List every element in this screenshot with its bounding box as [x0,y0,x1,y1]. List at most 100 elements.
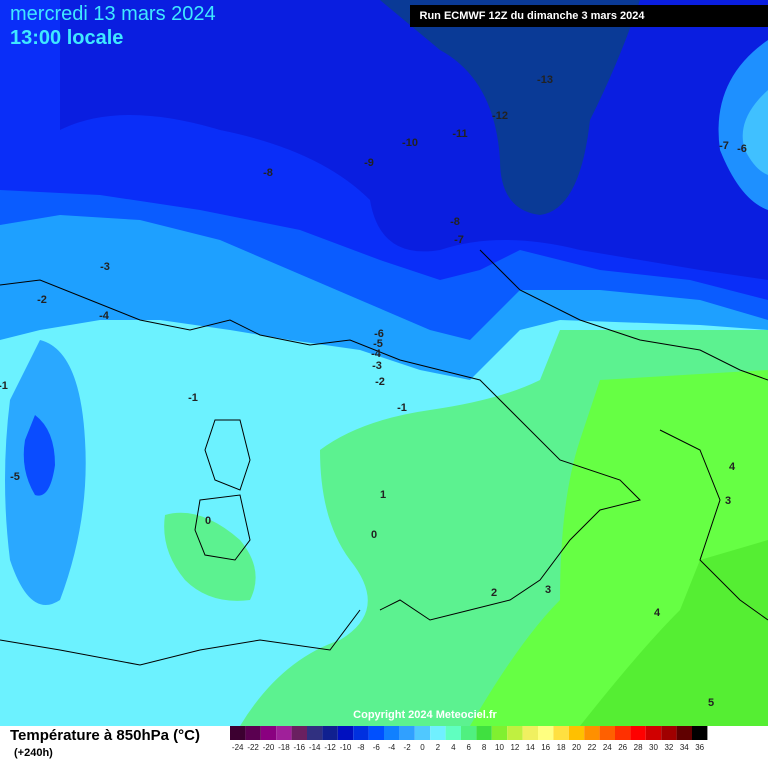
legend-swatch [615,726,631,740]
contour-label: -10 [402,137,418,149]
legend-tick: 30 [649,743,658,752]
contour-label: -3 [100,261,110,273]
map: Run ECMWF 12Z du dimanche 3 mars 2024 me… [0,0,768,726]
legend-tick: 16 [541,743,550,752]
contour-label: -5 [10,471,20,483]
legend-swatch [599,726,615,740]
contour-label: -6 [737,143,747,155]
legend-swatch [584,726,600,740]
legend-swatch [491,726,508,740]
run-banner [410,5,768,27]
legend-tick: 32 [664,743,673,752]
legend-swatch [430,726,446,740]
legend-swatch [307,726,323,740]
legend-swatch [630,726,646,740]
island-sardinia [194,494,251,561]
zone-east-blue [718,40,768,210]
legend-tick: 0 [420,743,425,752]
legend-swatch [676,726,692,740]
zone-darkest [380,0,640,215]
zone-green-deep [580,540,768,726]
legend-tick: 12 [510,743,519,752]
contour-label: 3 [725,495,731,507]
island-corsica [204,419,251,491]
zone-east-light [742,90,768,175]
contour-label: 5 [708,697,714,709]
legend-swatch [260,726,277,740]
legend-swatch [399,726,415,740]
contour-label: -11 [452,128,467,140]
legend-tick: -22 [247,743,259,752]
coast-africa [0,609,361,666]
legend: Température à 850hPa (°C) (+240h) -24 -22… [10,726,708,759]
time-title: 13:00 locale [10,27,123,49]
legend-tick: 2 [436,743,441,752]
contour-label: -2 [375,376,385,388]
copyright: Copyright 2024 Meteociel.fr [353,709,497,721]
contour-label: -8 [263,167,273,179]
legend-swatch [522,726,538,740]
legend-tick: -20 [263,743,275,752]
legend-tick: 34 [680,743,689,752]
contour-label: -1 [0,380,8,392]
contour-label: -8 [450,216,460,228]
legend-swatch [245,726,261,740]
legend-swatch [507,726,523,740]
legend-tick: 18 [557,743,566,752]
legend-title: Température à 850hPa (°C) [10,727,200,744]
contour-label: 0 [205,515,211,527]
legend-swatch [368,726,384,740]
contour-label: 0 [371,529,377,541]
legend-tick: -4 [388,743,396,752]
legend-tick: 28 [634,743,643,752]
legend-tick: 10 [495,743,504,752]
legend-tick: -16 [294,743,306,752]
legend-tick: -24 [232,743,244,752]
legend-tick: -14 [309,743,321,752]
contour-label: -4 [99,310,110,322]
legend-swatch [353,726,369,740]
contour-label: 1 [380,489,386,501]
contour-label: -5 [373,338,383,350]
legend-swatch [414,726,431,740]
contour-label: -3 [372,360,382,372]
legend-tick: 26 [618,743,627,752]
legend-tick: -12 [324,743,336,752]
legend-swatch [553,726,569,740]
date-title: mercredi 13 mars 2024 [10,3,216,25]
legend-swatch [645,726,662,740]
legend-tick: 6 [466,743,471,752]
legend-tick: 22 [587,743,596,752]
zone-west-core [23,415,55,496]
contour-label: 3 [545,584,551,596]
coastlines [0,249,768,666]
legend-swatch [230,726,246,740]
zone-sardinia-green [164,512,256,601]
contour-label: -12 [492,110,508,122]
contour-label: -7 [719,140,729,152]
legend-swatch [384,726,400,740]
contour-label: -6 [374,328,384,340]
legend-swatch [538,726,554,740]
legend-swatch [661,726,677,740]
legend-tick: 14 [526,743,535,752]
legend-swatch [568,726,585,740]
legend-swatch [276,726,292,740]
legend-swatch [291,726,307,740]
coast-line [0,279,641,621]
legend-tick: -6 [373,743,381,752]
legend-tick: 24 [603,743,612,752]
legend-swatch [476,726,492,740]
coast-greece [659,429,768,621]
contour-label: -9 [364,157,374,169]
legend-swatch [445,726,461,740]
contour-label: -2 [37,294,47,306]
contour-label: -13 [537,74,553,86]
legend-tick: 20 [572,743,581,752]
legend-tick: 36 [695,743,704,752]
legend-tick: 8 [482,743,487,752]
legend-swatch [322,726,338,740]
legend-swatch [461,726,477,740]
contour-label: -7 [454,234,464,246]
